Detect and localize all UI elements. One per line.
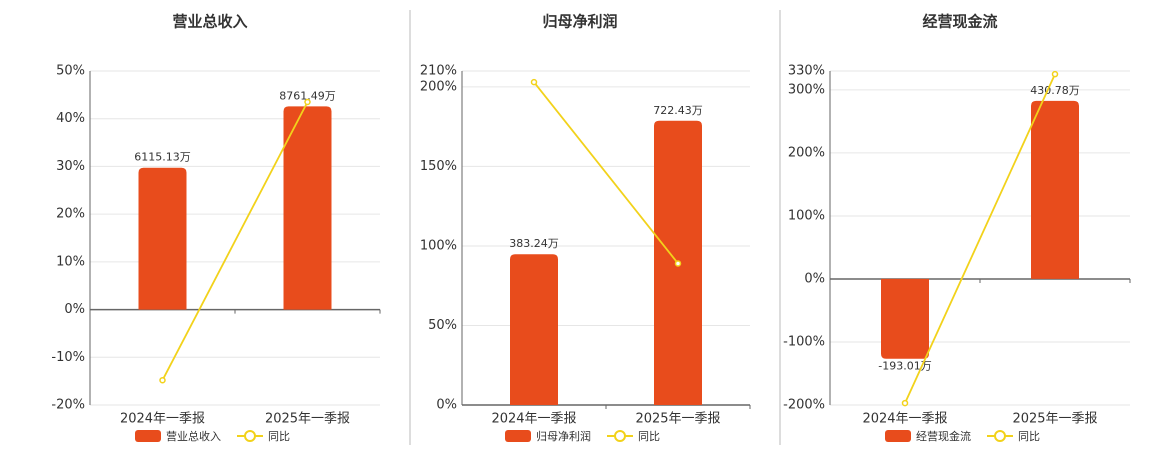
x-tick-label: 2024年一季报 (862, 412, 947, 427)
value-label: 383.24万 (509, 237, 559, 250)
line-point (304, 98, 311, 106)
y-tick-label: 50% (56, 64, 85, 79)
value-label: 8761.49万 (279, 89, 336, 102)
y-tick-label: -10% (51, 350, 85, 365)
legend-label: 同比 (1018, 430, 1040, 443)
legend-swatch (505, 430, 531, 442)
legend-label: 经营现金流 (916, 429, 971, 443)
y-tick-label: 0% (64, 302, 85, 317)
value-label: 6115.13万 (134, 151, 191, 164)
y-tick-label: -200% (783, 398, 825, 413)
legend-swatch (614, 430, 626, 442)
x-tick-label: 2024年一季报 (491, 412, 576, 427)
bar (1031, 100, 1079, 279)
y-tick-label: 330% (788, 64, 825, 79)
y-tick-label: 40% (56, 111, 85, 126)
x-tick-label: 2024年一季报 (120, 412, 205, 427)
legend-swatch (994, 430, 1006, 442)
chart-title: 经营现金流 (922, 13, 997, 31)
line-point (1051, 70, 1059, 78)
y-tick-label: -20% (51, 398, 85, 413)
line (904, 73, 1056, 404)
y-tick-label: 200% (420, 79, 457, 94)
chart-title: 营业总收入 (172, 13, 247, 31)
line-point (530, 78, 538, 86)
y-tick-label: 0% (804, 271, 825, 286)
bar (283, 106, 332, 310)
y-tick-label: 200% (788, 145, 825, 160)
legend-label: 归母净利润 (536, 429, 591, 443)
line-point (901, 399, 909, 407)
y-tick-label: 150% (420, 159, 457, 174)
value-label: -193.01万 (878, 360, 931, 373)
line-point (159, 376, 166, 384)
legend-swatch (135, 430, 161, 442)
y-tick-label: 100% (788, 208, 825, 223)
y-tick-label: 50% (428, 318, 457, 333)
legend-label: 同比 (268, 430, 290, 443)
y-tick-label: 210% (420, 64, 457, 79)
y-tick-label: 300% (788, 82, 825, 97)
legend-label: 营业总收入 (166, 429, 221, 443)
x-tick-label: 2025年一季报 (1012, 412, 1097, 427)
value-label: 430.78万 (1030, 84, 1080, 97)
legend-swatch (885, 430, 911, 442)
line-point (674, 260, 682, 267)
y-tick-label: 30% (56, 159, 85, 174)
y-tick-label: 0% (436, 398, 457, 413)
value-label: 722.43万 (653, 104, 703, 117)
bar (881, 278, 929, 359)
line (533, 81, 679, 265)
bar (510, 254, 558, 405)
legend-label: 同比 (638, 430, 660, 443)
x-tick-label: 2025年一季报 (635, 412, 720, 427)
y-tick-label: 10% (56, 254, 85, 269)
x-tick-label: 2025年一季报 (265, 412, 350, 427)
line (161, 101, 309, 381)
bar (138, 167, 187, 310)
y-tick-label: -100% (783, 334, 825, 349)
y-tick-label: 100% (420, 238, 457, 253)
y-tick-label: 20% (56, 207, 85, 222)
chart-title: 归母净利润 (542, 13, 617, 31)
legend-swatch (244, 430, 256, 442)
